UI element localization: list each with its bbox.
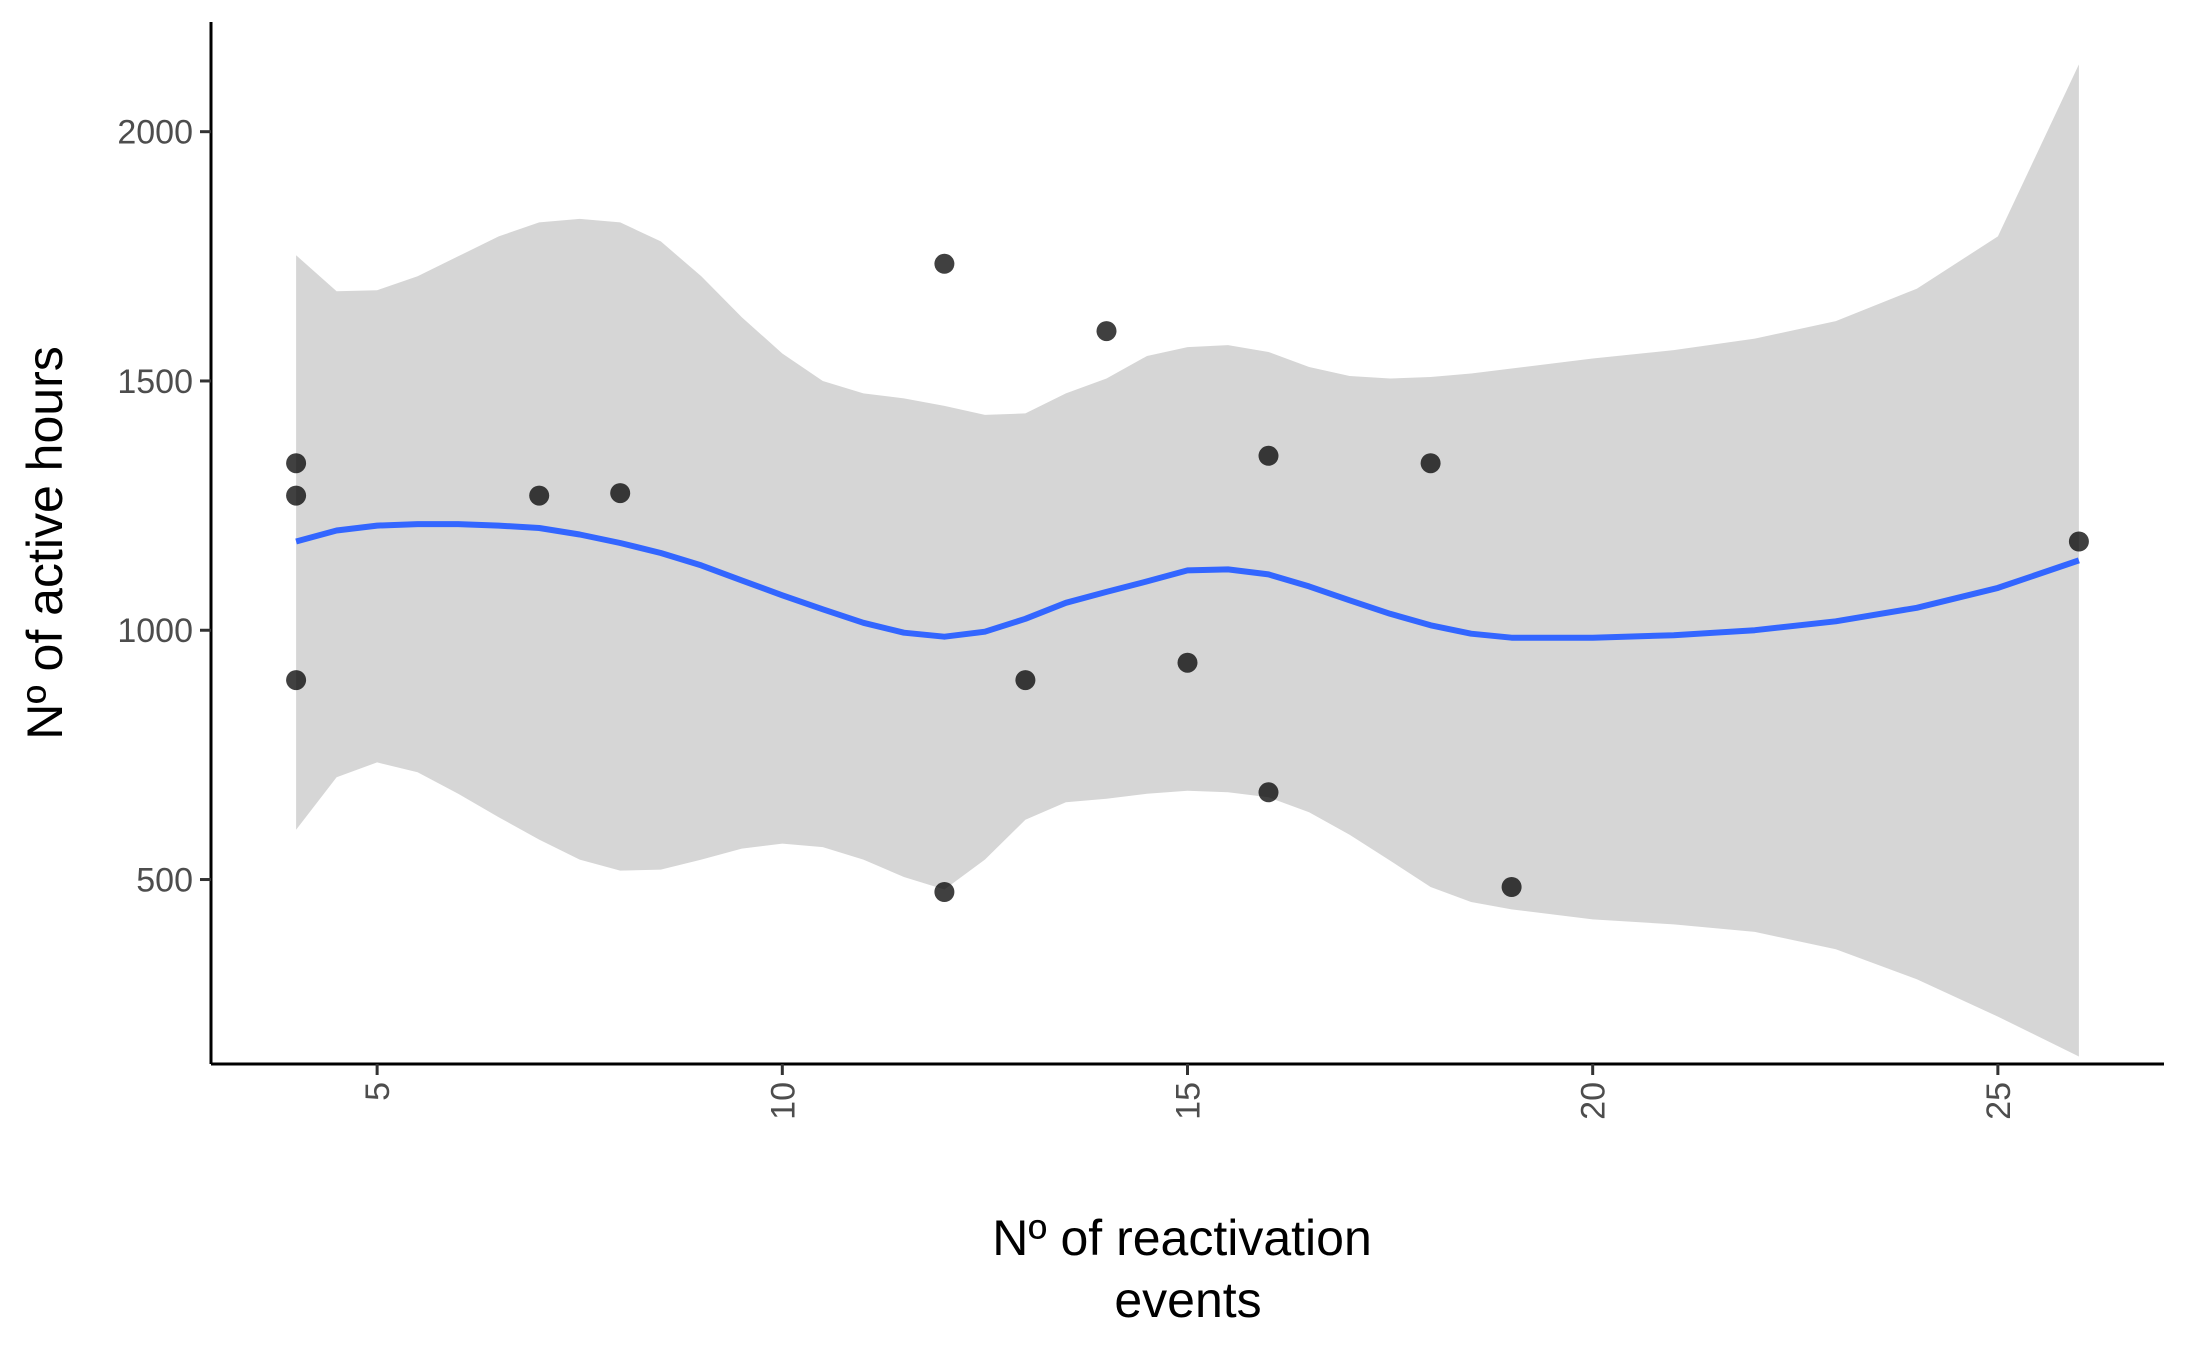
y-tick-label: 1500 xyxy=(117,363,193,401)
x-tick-label: 25 xyxy=(1980,1082,2018,1120)
data-point xyxy=(610,483,631,504)
x-tick-label: 20 xyxy=(1575,1082,1613,1120)
plot-area xyxy=(286,64,2089,1057)
data-point xyxy=(934,253,955,274)
y-axis-title: Nº of active hours xyxy=(17,346,73,739)
data-point xyxy=(286,670,307,691)
y-tick-label: 2000 xyxy=(117,114,193,152)
data-point xyxy=(1015,670,1036,691)
data-point xyxy=(286,485,307,506)
x-axis-title-line2: events xyxy=(1114,1272,1261,1328)
data-point xyxy=(286,453,307,474)
data-point xyxy=(1501,877,1522,897)
data-point xyxy=(934,882,955,902)
data-point xyxy=(1420,453,1441,474)
x-tick-label: 15 xyxy=(1170,1082,1208,1120)
data-point xyxy=(2068,531,2089,552)
data-point xyxy=(1096,321,1117,342)
data-point xyxy=(529,485,550,506)
x-axis-title-line1: Nº of reactivation xyxy=(992,1210,1372,1266)
y-axis-ticks: 500 1000 1500 2000 xyxy=(117,114,211,900)
y-tick-label: 500 xyxy=(136,862,193,900)
x-tick-label: 10 xyxy=(764,1082,802,1120)
smooth-line xyxy=(295,521,2080,641)
y-tick-label: 1000 xyxy=(117,612,193,650)
confidence-band xyxy=(296,64,2079,1057)
x-axis-ticks: 5 10 15 20 25 xyxy=(359,1064,2018,1120)
x-tick-label: 5 xyxy=(359,1082,397,1101)
data-point xyxy=(1258,445,1279,466)
data-point xyxy=(1177,652,1198,673)
data-point xyxy=(1258,782,1279,803)
